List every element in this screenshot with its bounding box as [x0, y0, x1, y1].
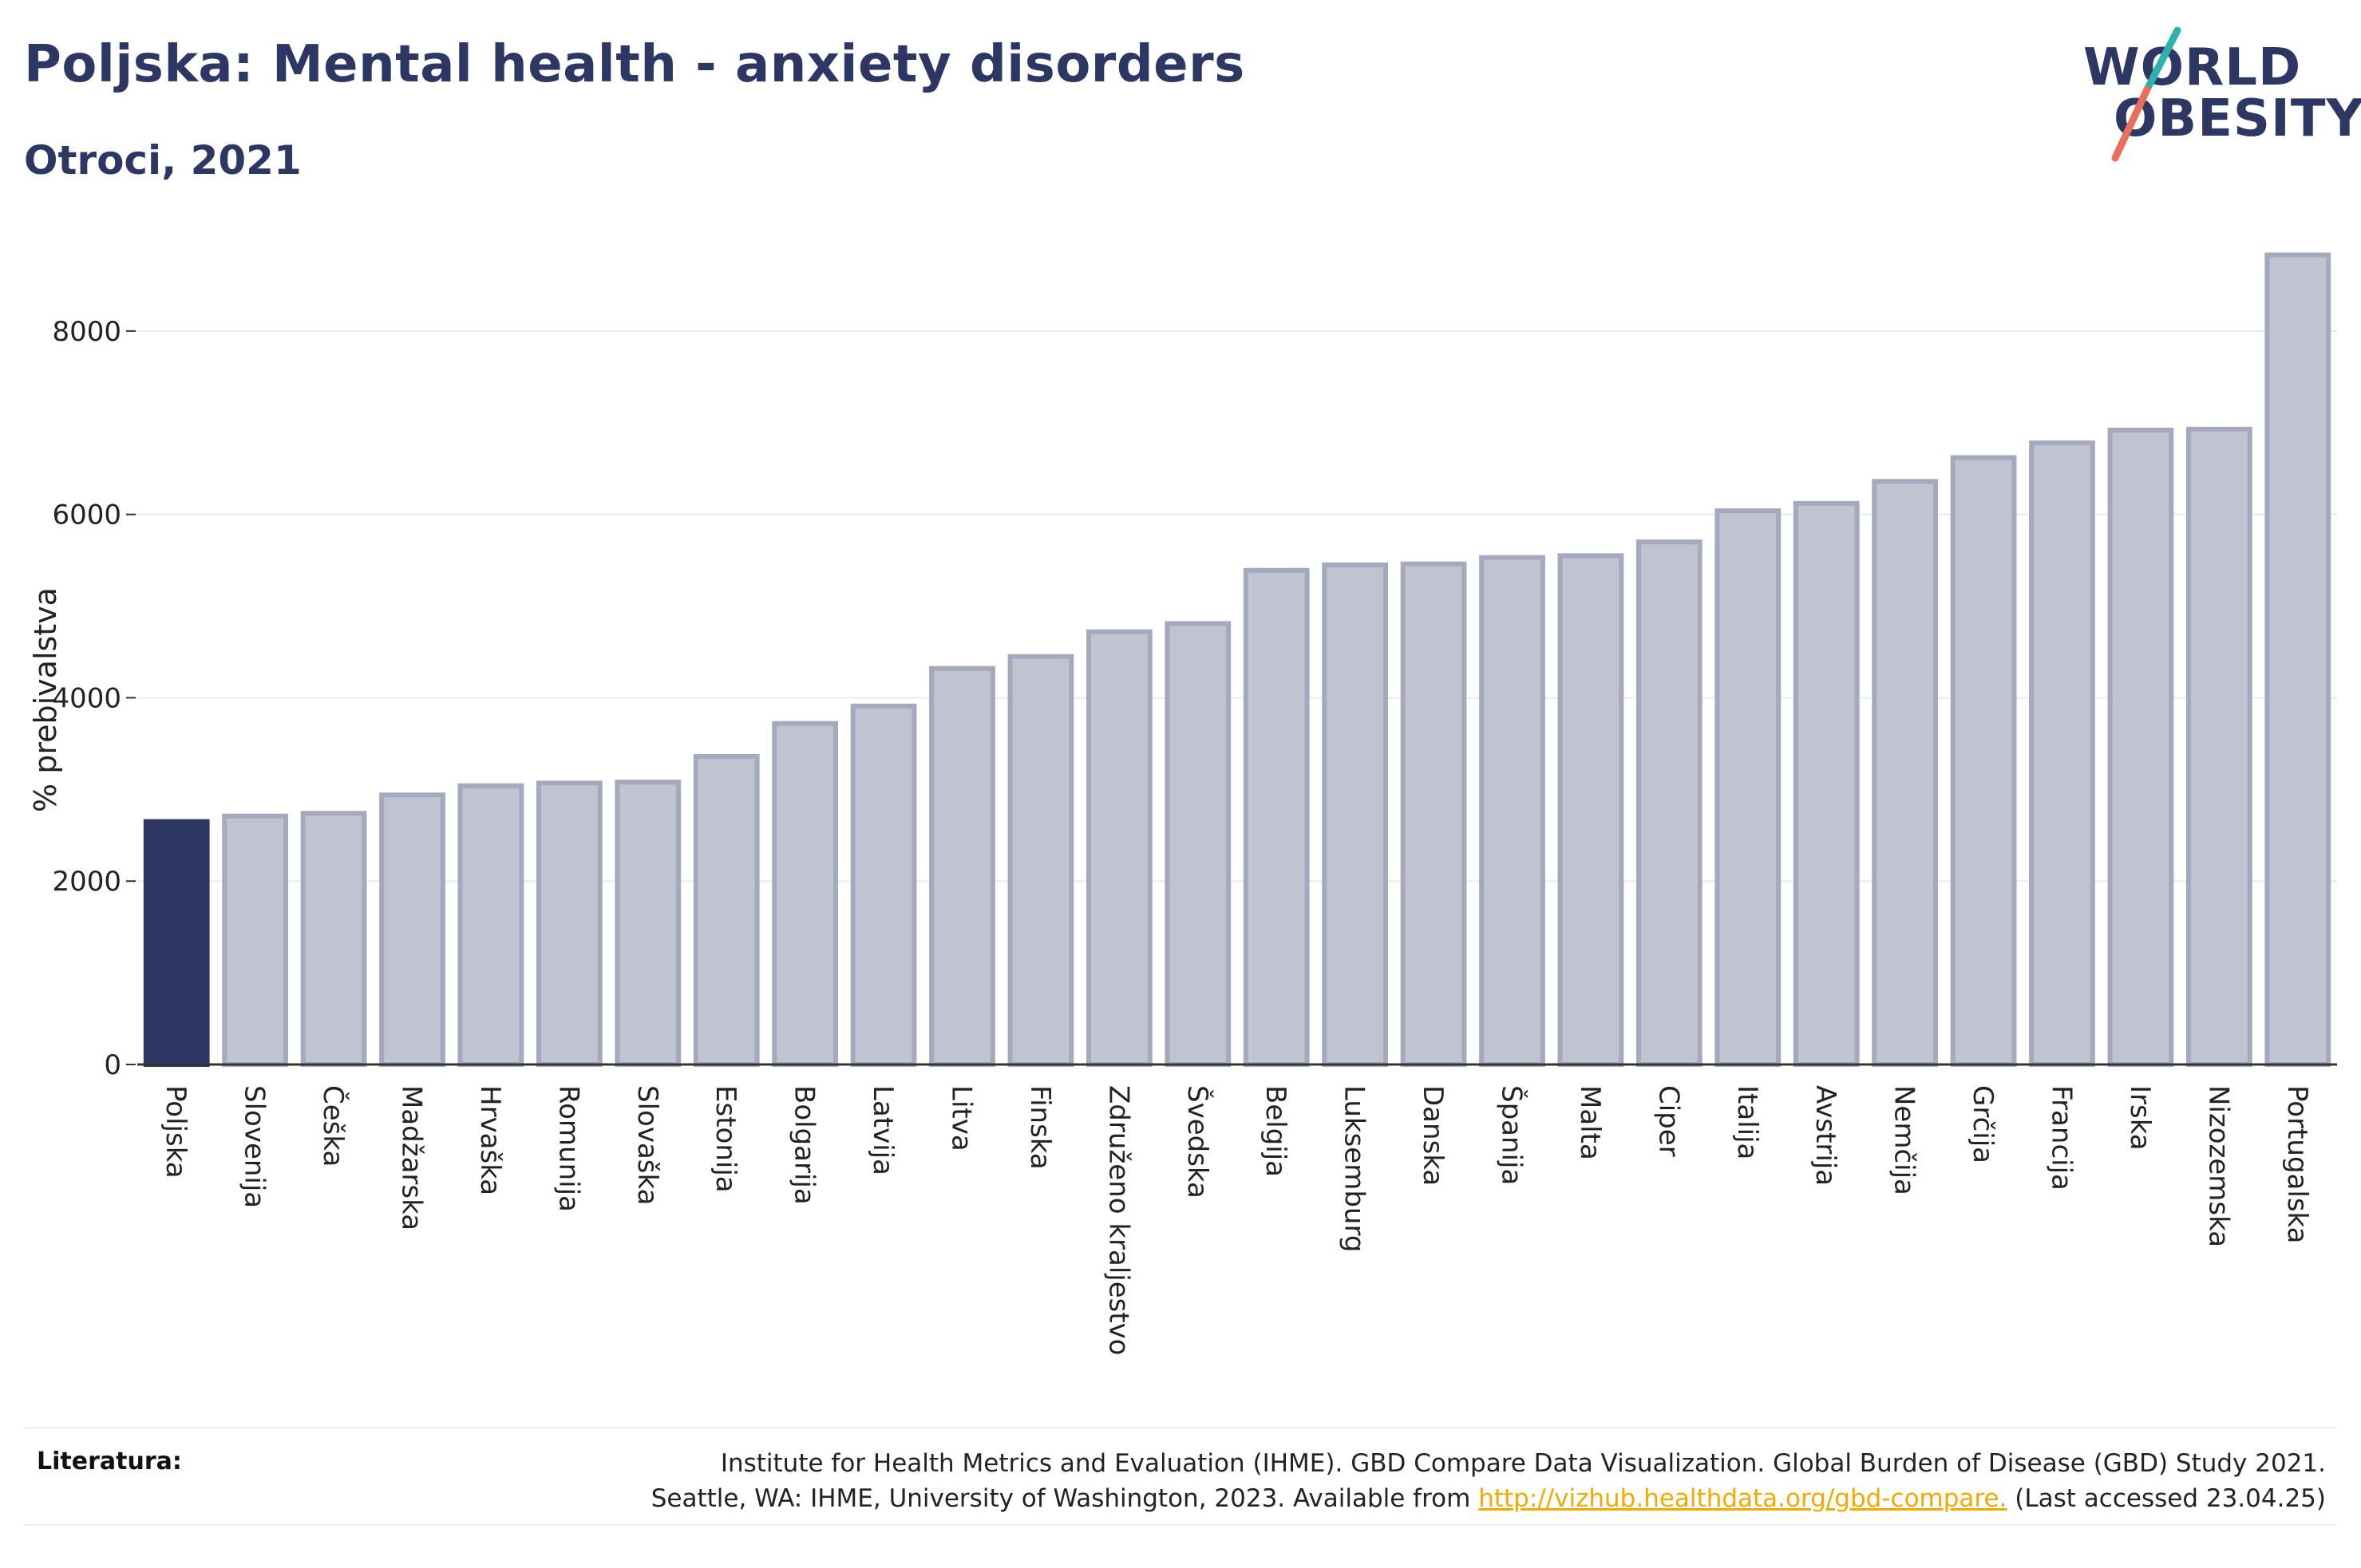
world-obesity-logo: WORLD OBESITY — [2083, 24, 2361, 168]
y-tick-label: 6000 — [52, 500, 121, 531]
bar-danska — [1400, 561, 1467, 1067]
bar-hrvaška — [457, 783, 524, 1067]
x-tick-label: Slovaška — [631, 1085, 663, 1205]
x-tick-label: Nizozemska — [2202, 1085, 2234, 1247]
x-tick-label: Združeno kraljestvo — [1102, 1085, 1134, 1356]
x-tick-label: Hrvaška — [474, 1085, 506, 1195]
chart-subtitle: Otroci, 2021 — [24, 137, 302, 184]
x-tick-label: Grčija — [1967, 1085, 1999, 1163]
bar-irska — [2107, 427, 2174, 1067]
reference-line-1: Institute for Health Metrics and Evaluat… — [720, 1449, 2326, 1478]
x-tick-label: Italija — [1731, 1085, 1763, 1159]
footer-divider-bottom — [24, 1524, 2337, 1526]
reference-link[interactable]: http://vizhub.healthdata.org/gbd-compare… — [1478, 1484, 2007, 1513]
bar-češka — [300, 811, 367, 1068]
bar-avstrija — [1793, 500, 1860, 1067]
bar-združeno-kraljestvo — [1086, 629, 1153, 1067]
bar-finska — [1007, 654, 1074, 1067]
x-tick-label: Madžarska — [396, 1085, 428, 1230]
bar-švedska — [1165, 621, 1232, 1067]
x-tick-label: Litva — [946, 1085, 978, 1151]
bar-chart: 0 2000 4000 6000 8000 Poljska Slovenija Češka M… — [28, 252, 2337, 1356]
x-tick-label: Nemčija — [1888, 1085, 1920, 1195]
bar-portugalska — [2264, 252, 2331, 1067]
x-tick-label: Romunija — [552, 1085, 584, 1212]
x-tick-label: Latvija — [867, 1085, 899, 1175]
chart-title: Poljska: Mental health - anxiety disorde… — [24, 35, 1245, 94]
x-tick-label: Danska — [1417, 1085, 1449, 1186]
bar-romunija — [536, 780, 603, 1068]
bar-grčija — [1950, 455, 2017, 1067]
x-tick-label: Poljska — [160, 1085, 192, 1179]
y-tick-label: 4000 — [52, 682, 121, 714]
x-tick-label: Malta — [1574, 1085, 1606, 1160]
logo-line-obesity: OBESITY — [2114, 89, 2361, 148]
x-tick-label: Švedska — [1181, 1085, 1214, 1199]
bar-luksemburg — [1322, 562, 1389, 1067]
bar-francija — [2029, 440, 2095, 1067]
bar-bolgarija — [772, 721, 839, 1067]
logo-line-world: WORLD — [2083, 38, 2302, 97]
bar-slovenija — [222, 813, 289, 1067]
reference-line-2: Seattle, WA: IHME, University of Washing… — [651, 1484, 1479, 1513]
bar-italija — [1714, 508, 1782, 1067]
x-tick-label: Portugalska — [2281, 1085, 2313, 1243]
x-tick-label: Belgija — [1260, 1085, 1291, 1177]
x-tick-label: Slovenija — [239, 1085, 271, 1208]
bar-litva — [929, 666, 995, 1067]
bar-ciper — [1635, 539, 1703, 1067]
x-axis-ticks: Poljska Slovenija Češka Madžarska Hrvaška Rom… — [160, 1085, 2313, 1356]
y-axis-label: % prebivalstva — [28, 587, 63, 812]
x-tick-label: Bolgarija — [789, 1085, 821, 1205]
bar-nemčija — [1872, 479, 1939, 1067]
y-axis-ticks: 0 2000 4000 6000 8000 — [52, 316, 136, 1081]
x-tick-label: Finska — [1024, 1085, 1056, 1170]
references-text: Institute for Health Metrics and Evaluat… — [490, 1446, 2326, 1516]
reference-accessed: (Last accessed 23.04.25) — [2007, 1484, 2326, 1513]
references-label: Literatura: — [37, 1448, 182, 1475]
x-tick-label: Francija — [2046, 1085, 2078, 1191]
bar-španija — [1479, 555, 1545, 1067]
x-tick-label: Estonija — [710, 1085, 742, 1193]
bar-belgija — [1243, 567, 1310, 1067]
x-tick-label: Španija — [1496, 1085, 1529, 1185]
bar-madžarska — [379, 792, 445, 1068]
x-tick-label: Ciper — [1652, 1085, 1684, 1157]
bars — [143, 252, 2331, 1068]
bar-estonija — [693, 753, 760, 1067]
x-tick-label: Avstrija — [1809, 1085, 1841, 1186]
y-tick-label: 8000 — [52, 316, 121, 348]
bar-malta — [1557, 553, 1624, 1067]
x-tick-label: Češka — [317, 1085, 350, 1167]
y-tick-label: 2000 — [52, 866, 121, 898]
x-tick-label: Luksemburg — [1339, 1085, 1370, 1252]
bar-nizozemska — [2185, 426, 2252, 1067]
bar-latvija — [850, 703, 917, 1067]
footer-divider-top — [24, 1427, 2337, 1428]
bar-slovaška — [615, 780, 682, 1067]
bar-poljska — [143, 819, 210, 1067]
logo-slash-icon — [2111, 26, 2181, 162]
y-tick-label: 0 — [104, 1049, 121, 1081]
x-tick-label: Irska — [2124, 1085, 2156, 1151]
